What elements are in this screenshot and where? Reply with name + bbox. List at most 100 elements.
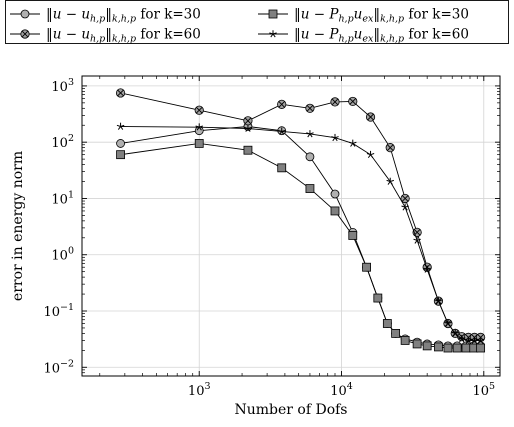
marker-star-arm (426, 269, 430, 273)
data-point (243, 116, 253, 126)
data-point (476, 336, 485, 344)
data-point (470, 336, 479, 344)
data-point (115, 88, 126, 98)
x-axis-label: Number of Dofs (234, 402, 347, 418)
legend-entry-3: ‖u − uh,p‖k,h,p for k=60 (10, 27, 201, 45)
marker-circle (116, 139, 125, 148)
data-point (386, 177, 394, 185)
marker-otimes-cross (195, 106, 203, 114)
marker-circle (330, 189, 340, 199)
data-point (451, 329, 460, 337)
marker-star-arm (457, 337, 462, 340)
data-point (195, 123, 203, 131)
x-tick-label: 104 (330, 381, 353, 399)
data-point (461, 343, 471, 353)
series-line (120, 126, 481, 347)
marker-star-arm (334, 136, 339, 139)
marker-otimes-cross (306, 104, 314, 112)
marker-square (434, 342, 443, 352)
marker-square (243, 145, 253, 155)
marker-star-arm (306, 132, 311, 135)
data-point (366, 150, 375, 159)
marker-square (116, 150, 125, 160)
y-tick-label: 10−2 (43, 358, 74, 376)
marker-star-arm (279, 131, 283, 135)
marker-star-arm (476, 338, 481, 341)
marker-star-arm (461, 338, 465, 343)
marker-star-arm (401, 205, 406, 208)
data-point (305, 152, 315, 162)
legend-marker (269, 30, 277, 38)
marker-circle (20, 9, 30, 19)
marker-star-arm (277, 129, 282, 132)
legend-marker (20, 9, 30, 19)
grid (82, 76, 500, 376)
data-point (305, 184, 315, 193)
marker-star-arm (334, 137, 338, 142)
marker-star-arm (438, 300, 442, 305)
marker-square (277, 163, 287, 173)
marker-square (476, 343, 486, 353)
marker-star-arm (413, 238, 418, 241)
marker-star-arm (480, 340, 484, 344)
data-point (243, 145, 253, 155)
data-point (330, 206, 340, 216)
y-tick-label: 101 (51, 189, 74, 207)
marker-star-arm (435, 300, 439, 305)
marker-star-arm (416, 240, 420, 244)
data-point (412, 339, 422, 349)
marker-star-arm (477, 340, 482, 344)
data-point (330, 189, 340, 199)
marker-star-arm (404, 206, 408, 211)
legend-label: ‖u − uh,p‖k,h,p for k=30 (46, 7, 201, 25)
data-point (385, 143, 395, 153)
marker-otimes-cross (386, 144, 394, 151)
data-point (330, 97, 340, 107)
data-point (434, 342, 443, 352)
marker-star-arm (459, 338, 463, 343)
marker-star-arm (309, 132, 314, 135)
marker-star-arm (307, 133, 311, 138)
data-point (391, 329, 401, 338)
data-point (401, 203, 409, 211)
series-2 (116, 139, 486, 353)
data-point (348, 231, 358, 240)
marker-star-arm (244, 126, 249, 129)
marker-star-arm (352, 143, 356, 147)
data-point (277, 163, 287, 173)
marker-square (305, 184, 315, 193)
marker-star-arm (281, 129, 286, 132)
plot-frame (81, 75, 501, 377)
marker-square (412, 339, 422, 349)
marker-star-arm (198, 126, 202, 131)
marker-otimes-cross (117, 89, 124, 97)
marker-star-arm (390, 179, 394, 182)
marker-star-arm (366, 153, 371, 156)
marker-star-arm (480, 338, 485, 341)
marker-square (400, 336, 410, 345)
data-point (277, 127, 286, 135)
marker-star-arm (117, 126, 121, 130)
data-point (452, 343, 462, 353)
marker-star-arm (367, 154, 371, 159)
data-point (277, 99, 287, 109)
legend-entry-4: ‖u − Ph,puex‖k,h,p for k=60 (258, 27, 469, 45)
marker-star-arm (386, 179, 391, 182)
marker-square (461, 343, 471, 353)
legend-marker (20, 29, 30, 39)
marker-star-arm (416, 238, 421, 241)
marker-star-arm (414, 240, 418, 244)
marker-star-arm (370, 153, 375, 156)
marker-square (330, 206, 340, 216)
marker-star-arm (331, 136, 336, 139)
marker-star-arm (247, 126, 252, 129)
marker-star-arm (350, 143, 354, 147)
x-axis-ticks: 103 104 105 (99, 76, 495, 399)
data-point (116, 139, 125, 148)
marker-star-arm (474, 340, 478, 344)
marker-star-arm (402, 206, 406, 211)
marker-star-arm (451, 331, 456, 334)
marker-star-arm (281, 131, 285, 135)
marker-otimes-cross (278, 101, 286, 108)
